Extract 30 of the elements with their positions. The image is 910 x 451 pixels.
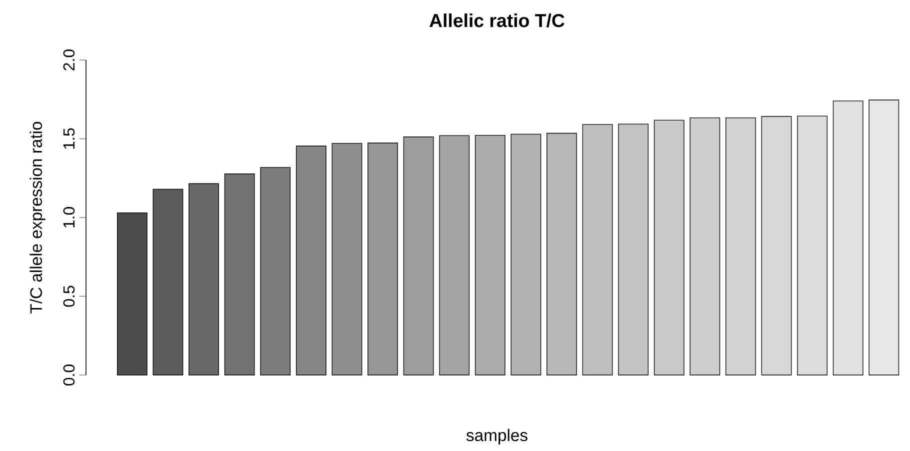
bar	[546, 132, 577, 376]
bar	[726, 117, 756, 376]
y-axis-title: T/C allele expression ratio	[30, 122, 46, 314]
bar	[797, 116, 828, 376]
y-tick-label: 2.0	[63, 50, 75, 70]
bar	[260, 167, 291, 376]
bar	[332, 142, 362, 376]
chart-title: Allelic ratio T/C	[430, 13, 564, 28]
y-tick-label: 0.5	[63, 286, 75, 307]
bar	[654, 120, 684, 376]
bar	[116, 212, 148, 376]
bar	[868, 100, 900, 376]
bar	[439, 135, 470, 376]
x-axis-title: samples	[466, 428, 528, 444]
bar	[152, 188, 184, 376]
bar	[474, 134, 506, 376]
bar	[618, 124, 649, 376]
bar	[582, 124, 613, 376]
bar	[832, 100, 864, 376]
bar	[510, 134, 542, 376]
y-tick-label: 0.0	[63, 364, 75, 386]
bar	[224, 174, 255, 376]
bar	[403, 136, 434, 376]
bar	[761, 116, 792, 376]
bar	[368, 142, 398, 376]
bar	[296, 146, 326, 376]
bar	[690, 117, 720, 376]
y-tick-label: 1.0	[63, 207, 75, 228]
bar	[188, 183, 219, 376]
y-tick-label: 1.5	[63, 128, 75, 149]
